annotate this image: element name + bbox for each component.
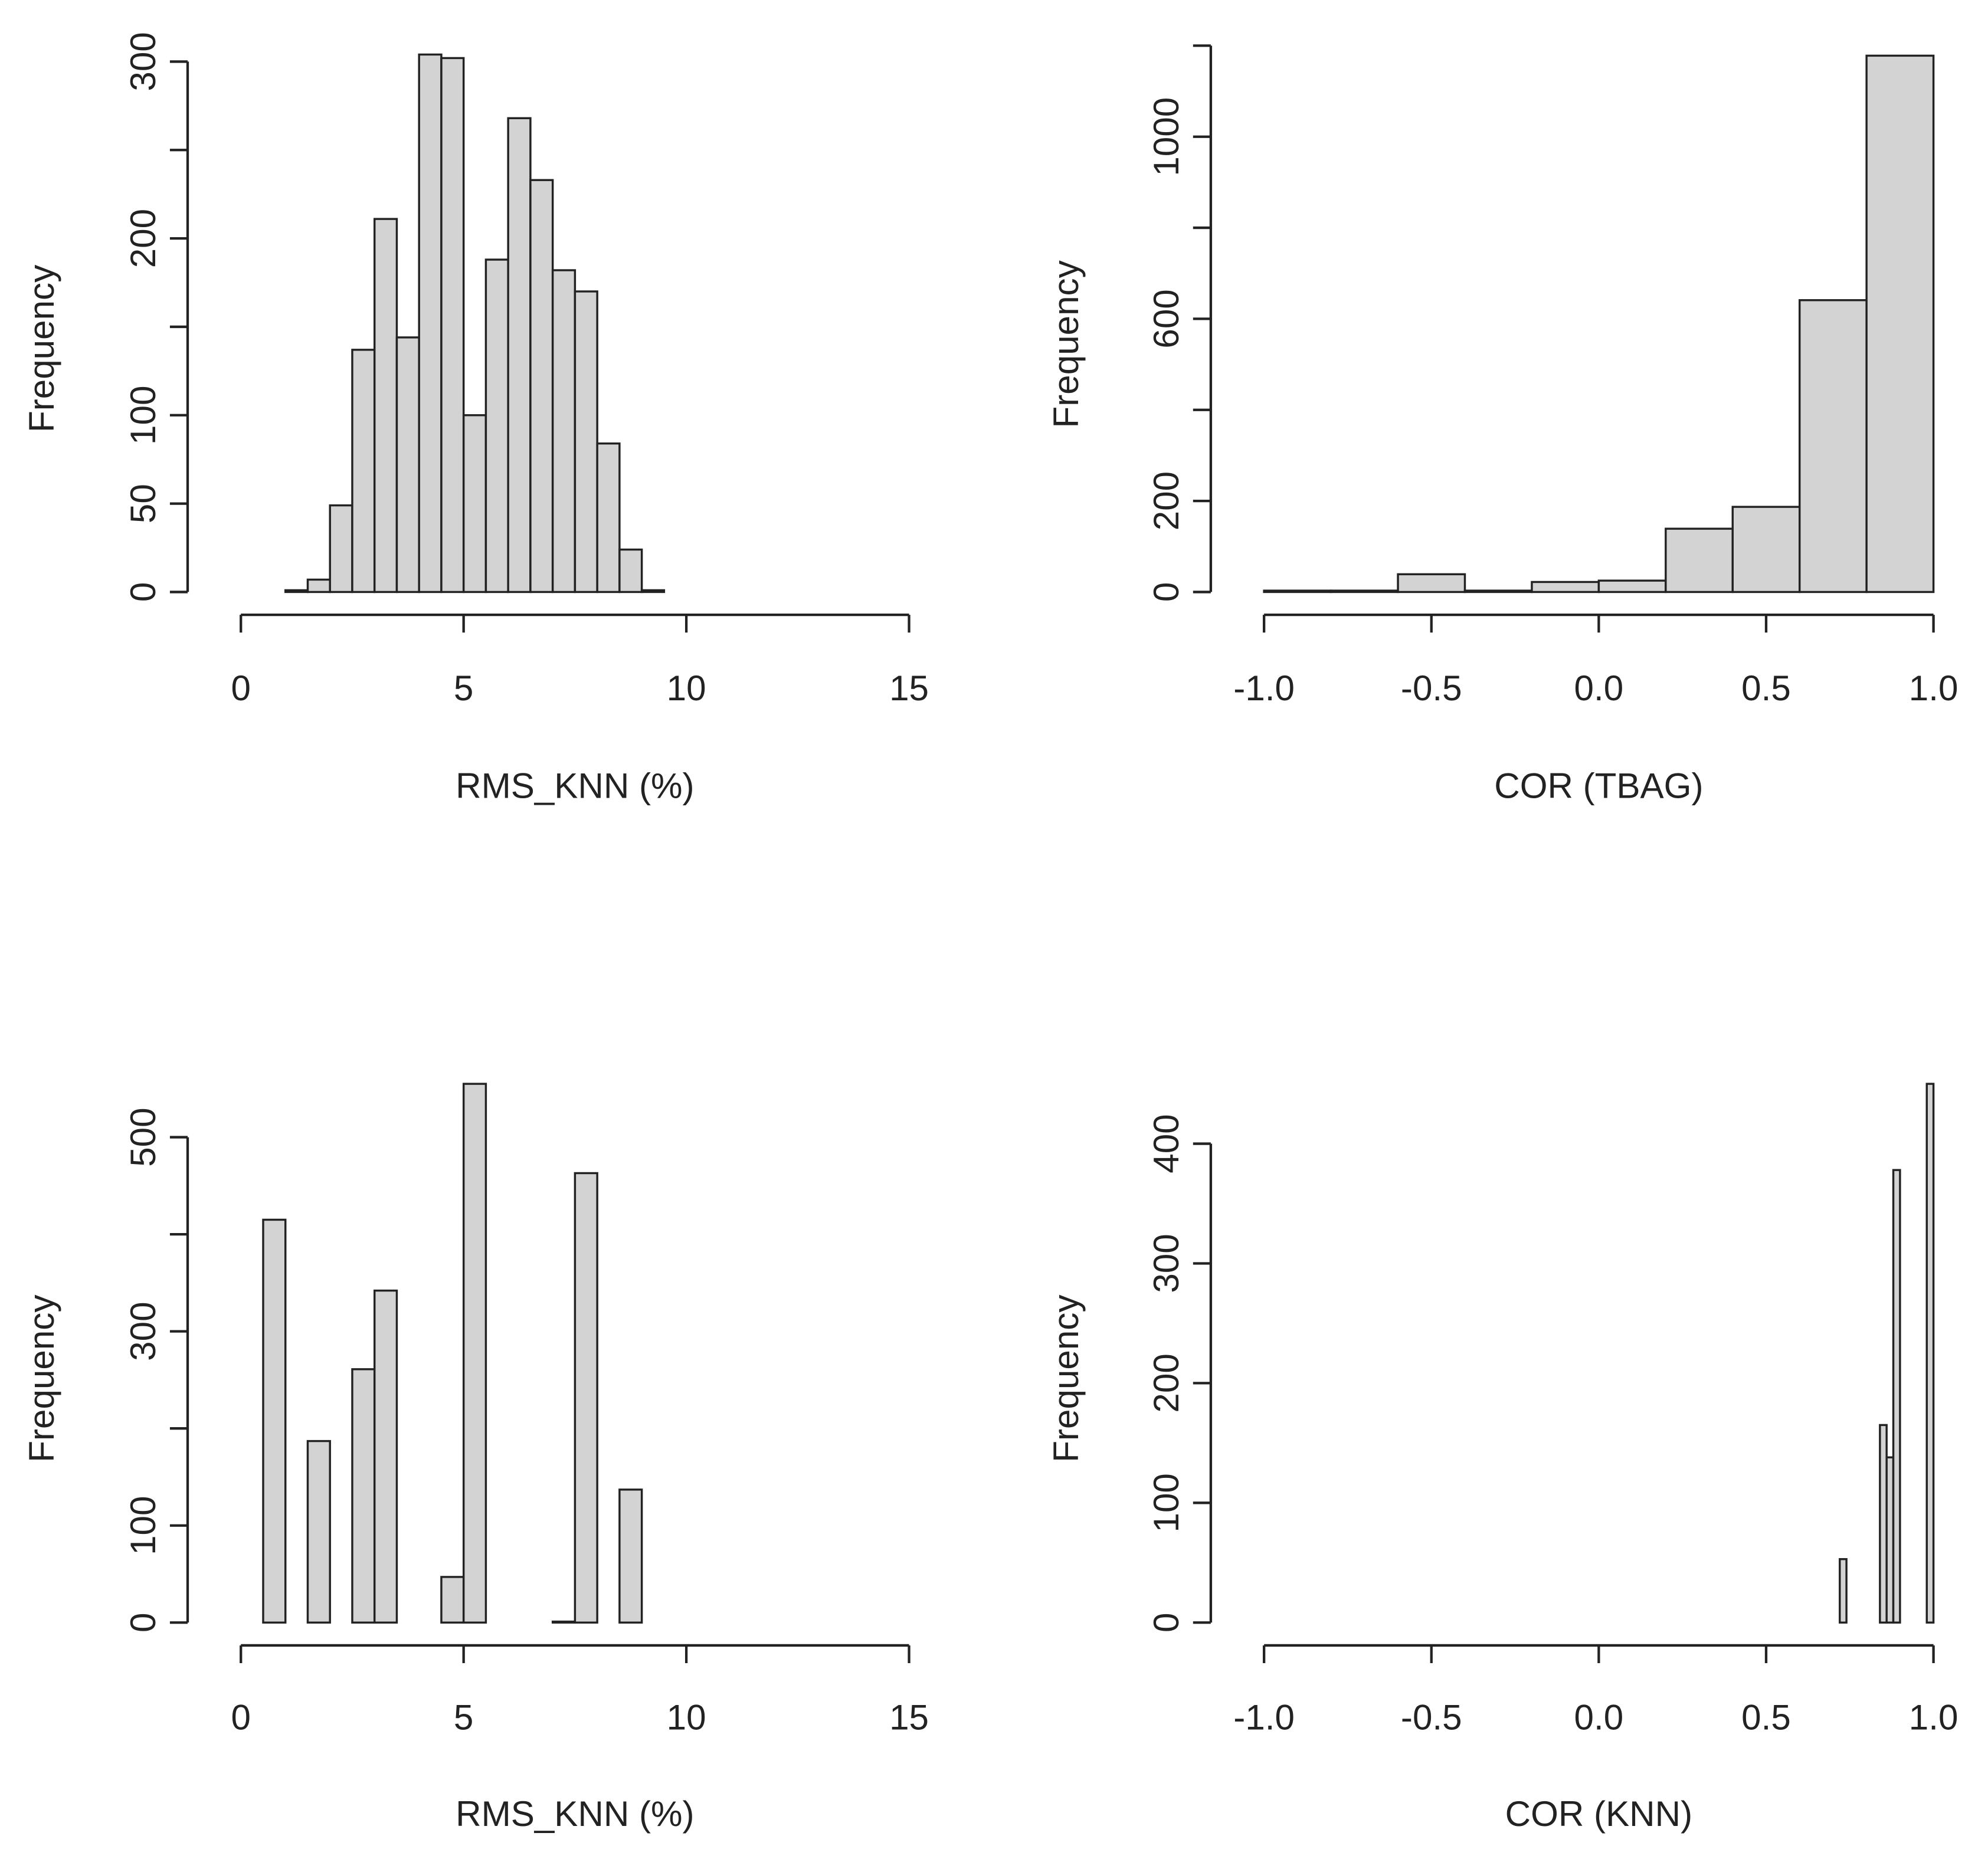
bar (1463, 589, 1533, 594)
bar (618, 548, 643, 594)
y-tick-label: 300 (123, 32, 163, 91)
y-tick-label: 200 (123, 209, 163, 268)
x-tick-label: -1.0 (1233, 668, 1295, 708)
y-tick-label: 0 (123, 1613, 163, 1632)
x-tick-label: 0 (231, 1698, 250, 1737)
bar (1329, 589, 1399, 594)
bar (329, 504, 353, 594)
y-tick-label: 0 (123, 582, 163, 602)
bar (440, 57, 465, 594)
y-tick-label: 100 (123, 1496, 163, 1555)
bar (1263, 589, 1332, 594)
bar (1597, 579, 1667, 594)
x-tick-label: 10 (667, 668, 706, 708)
bar (484, 258, 509, 594)
bar (351, 1368, 376, 1624)
x-tick-label: 5 (454, 1698, 473, 1737)
bar (640, 589, 666, 594)
bar (440, 1576, 465, 1624)
y-axis-title: Frequency (1046, 260, 1086, 428)
y-axis-title: Frequency (22, 265, 61, 432)
y-axis-title: Frequency (22, 1295, 61, 1463)
bar (596, 442, 621, 594)
bar (418, 53, 443, 594)
x-tick-label: 15 (889, 668, 929, 708)
bar (395, 336, 420, 594)
bar (1665, 527, 1734, 594)
bar (574, 1172, 598, 1624)
bar (507, 117, 532, 594)
y-tick-label: 100 (1147, 1473, 1186, 1532)
y-tick-label: 500 (123, 1107, 163, 1166)
bar (462, 414, 487, 594)
x-tick-label: 15 (889, 1698, 929, 1737)
bar (373, 218, 398, 594)
x-axis-title: COR (KNN) (1505, 1794, 1692, 1834)
x-tick-label: 1.0 (1909, 668, 1958, 708)
bar (462, 1083, 487, 1624)
bar (618, 1488, 643, 1624)
bar (551, 269, 577, 594)
bar (1925, 1083, 1935, 1624)
y-tick-label: 200 (1147, 471, 1186, 530)
x-axis-title: RMS_KNN (%) (456, 1794, 694, 1834)
bar (1397, 573, 1466, 594)
y-tick-label: 200 (1147, 1353, 1186, 1412)
x-tick-label: 0.0 (1574, 668, 1624, 708)
bar (1839, 1558, 1848, 1624)
x-tick-label: 0.5 (1741, 668, 1791, 708)
bar (373, 1289, 398, 1624)
x-tick-label: -0.5 (1401, 1698, 1462, 1737)
bar (1531, 581, 1600, 594)
x-tick-label: 10 (667, 1698, 706, 1737)
y-tick-label: 0 (1147, 1613, 1186, 1632)
y-tick-label: 300 (1147, 1234, 1186, 1293)
x-tick-label: 0 (231, 668, 250, 708)
y-tick-label: 400 (1147, 1114, 1186, 1173)
bar (1892, 1169, 1901, 1624)
bar (1731, 506, 1801, 594)
bar (1798, 299, 1868, 594)
bar (306, 578, 331, 594)
bar (529, 179, 554, 594)
y-tick-label: 100 (123, 386, 163, 445)
x-tick-label: 0.0 (1574, 1698, 1624, 1737)
y-tick-label: 50 (123, 484, 163, 523)
bar (574, 290, 598, 594)
y-tick-label: 600 (1147, 289, 1186, 348)
y-tick-label: 1000 (1147, 97, 1186, 176)
bar (551, 1620, 577, 1624)
x-tick-label: 0.5 (1741, 1698, 1791, 1737)
y-tick-label: 300 (123, 1301, 163, 1360)
y-tick-label: 0 (1147, 582, 1186, 602)
x-tick-label: -0.5 (1401, 668, 1462, 708)
bar (1865, 54, 1935, 594)
x-tick-label: -1.0 (1233, 1698, 1295, 1737)
y-axis-title: Frequency (1046, 1295, 1086, 1463)
x-tick-label: 1.0 (1909, 1698, 1958, 1737)
x-axis-title: RMS_KNN (%) (456, 766, 694, 805)
x-axis-title: COR (TBAG) (1494, 766, 1703, 805)
bar (306, 1440, 331, 1624)
x-tick-label: 5 (454, 668, 473, 708)
bar (284, 589, 309, 594)
bar (351, 349, 376, 594)
bar (262, 1218, 287, 1624)
